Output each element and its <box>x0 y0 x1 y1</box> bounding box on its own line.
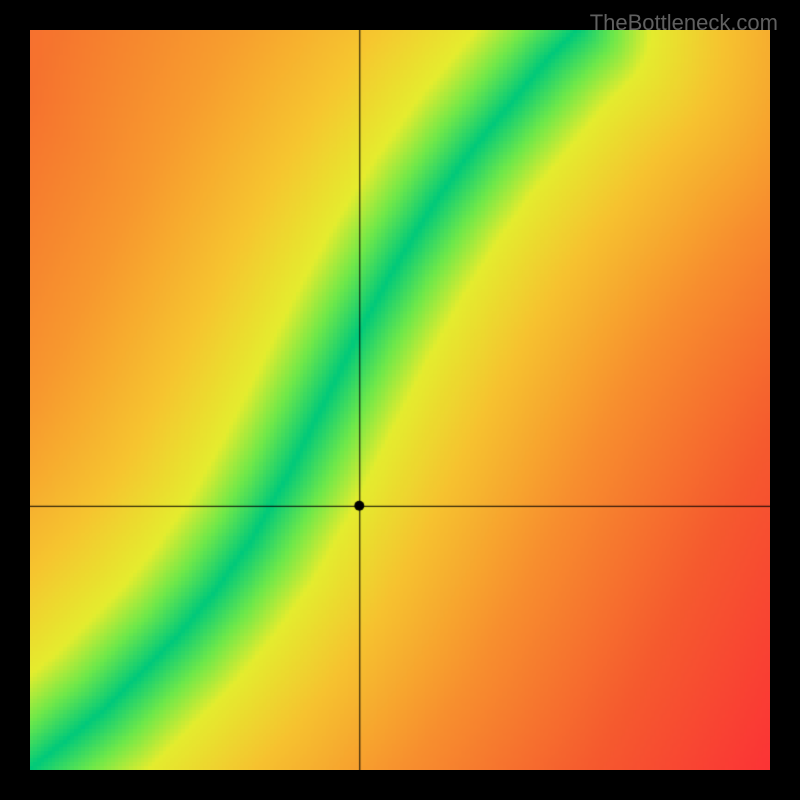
bottleneck-heatmap <box>30 30 770 770</box>
watermark-text: TheBottleneck.com <box>590 10 778 36</box>
chart-container: TheBottleneck.com <box>0 0 800 800</box>
